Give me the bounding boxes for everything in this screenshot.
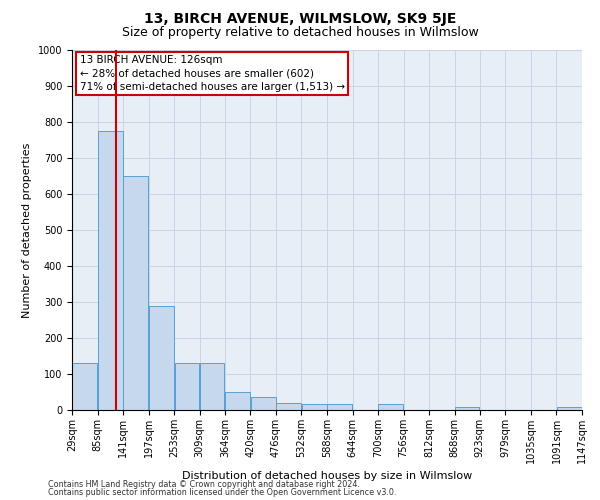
Text: 13, BIRCH AVENUE, WILMSLOW, SK9 5JE: 13, BIRCH AVENUE, WILMSLOW, SK9 5JE (144, 12, 456, 26)
Bar (276, 403, 301, 410)
Text: Contains HM Land Registry data © Crown copyright and database right 2024.: Contains HM Land Registry data © Crown c… (48, 480, 360, 489)
Bar (200, 363, 224, 410)
Bar (175, 363, 199, 410)
Bar (251, 398, 275, 410)
Text: 13 BIRCH AVENUE: 126sqm
← 28% of detached houses are smaller (602)
71% of semi-d: 13 BIRCH AVENUE: 126sqm ← 28% of detache… (80, 56, 345, 92)
Bar (557, 407, 581, 410)
Bar (379, 404, 403, 410)
Bar (73, 363, 97, 410)
Text: Contains public sector information licensed under the Open Government Licence v3: Contains public sector information licen… (48, 488, 397, 497)
Bar (149, 306, 174, 410)
Y-axis label: Number of detached properties: Number of detached properties (22, 142, 32, 318)
X-axis label: Distribution of detached houses by size in Wilmslow: Distribution of detached houses by size … (182, 472, 472, 482)
Bar (302, 404, 326, 410)
Text: Size of property relative to detached houses in Wilmslow: Size of property relative to detached ho… (122, 26, 478, 39)
Bar (124, 176, 148, 410)
Bar (455, 407, 479, 410)
Bar (225, 392, 250, 410)
Bar (98, 131, 123, 410)
Bar (328, 404, 352, 410)
